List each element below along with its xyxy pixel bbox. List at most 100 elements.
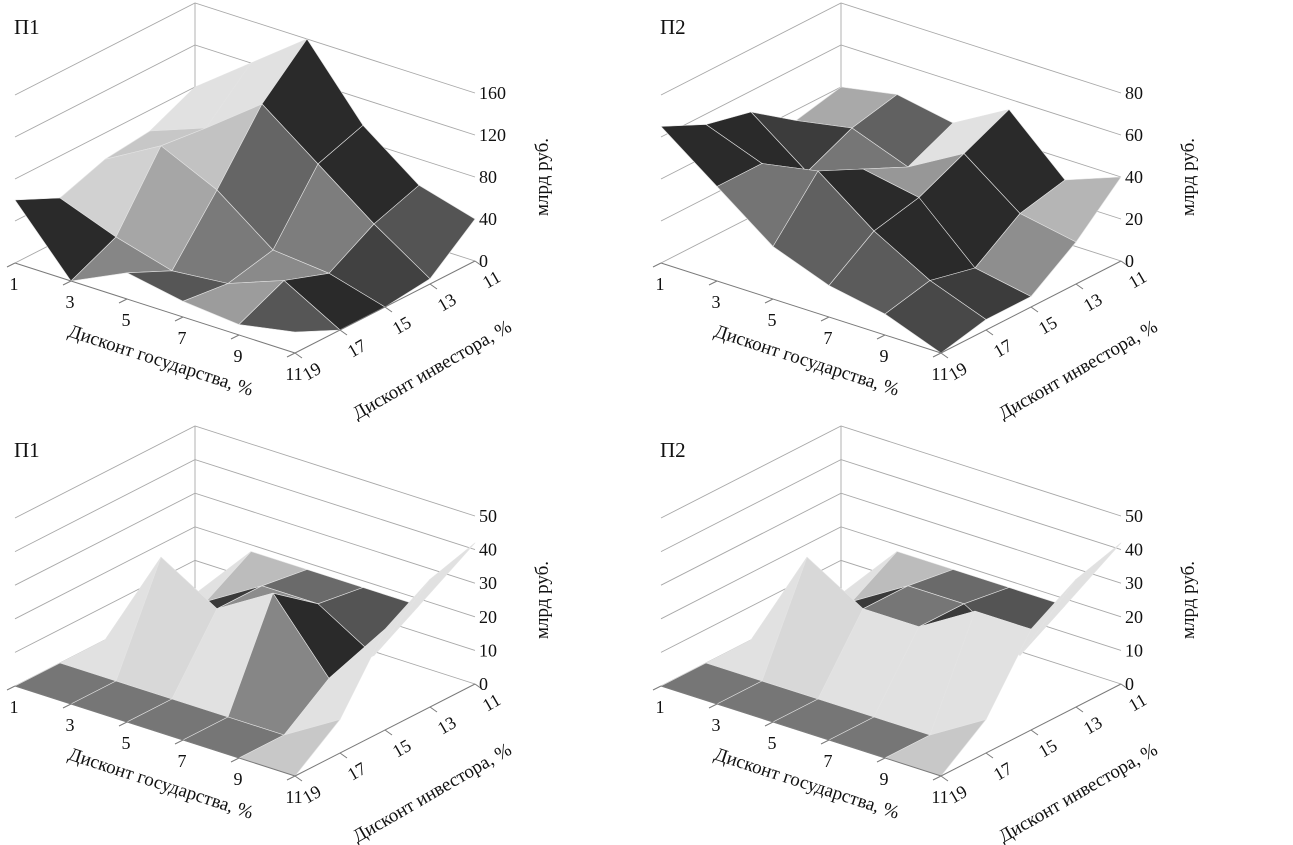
z-tick-label: 80: [1125, 83, 1143, 103]
z-axis-title: млрд руб.: [532, 561, 553, 639]
x-tick: [652, 685, 662, 691]
z-tick-label: 10: [479, 640, 497, 660]
x-tick: [764, 298, 774, 304]
z-tick-label: 0: [1125, 251, 1134, 271]
x-tick-label: 7: [824, 328, 833, 348]
x-tick: [652, 262, 662, 268]
y-tick-label: 17: [344, 335, 370, 361]
x-tick: [62, 703, 72, 709]
surface: [660, 86, 1122, 354]
y-tick: [384, 306, 393, 313]
chart-title: П2: [660, 15, 686, 39]
x-axis-title: Дисконт государства, %: [712, 321, 902, 401]
x-tick: [174, 739, 184, 745]
z-tick-label: 10: [1125, 640, 1143, 660]
y-axis-title: Дисконт инвестора, %: [349, 739, 515, 845]
x-tick-label: 7: [178, 751, 187, 771]
z-tick-label: 40: [479, 540, 497, 560]
y-tick: [384, 729, 393, 736]
y-tick-label: 19: [299, 781, 325, 807]
surface-patch: [238, 280, 341, 333]
x-tick: [62, 280, 72, 286]
z-axis-title: млрд руб.: [1178, 138, 1199, 216]
x-tick-label: 7: [178, 328, 187, 348]
x-tick-label: 5: [768, 310, 777, 330]
z-tick-label: 40: [479, 209, 497, 229]
x-tick-label: 11: [931, 364, 948, 384]
y-axis-title: Дисконт инвестора, %: [995, 739, 1161, 845]
x-tick-label: 9: [234, 346, 243, 366]
surface: [14, 38, 476, 333]
y-axis-title: Дисконт инвестора, %: [995, 316, 1161, 422]
x-tick-label: 11: [931, 787, 948, 807]
x-axis-line: [14, 262, 296, 354]
x-axis-line: [14, 685, 296, 777]
y-tick: [339, 329, 348, 336]
y-tick-label: 13: [434, 712, 460, 738]
x-tick-label: 3: [66, 715, 75, 735]
z-tick-label: 0: [1125, 674, 1134, 694]
y-tick: [985, 752, 994, 759]
gridline: [14, 459, 476, 553]
z-tick-label: 30: [1125, 573, 1143, 593]
x-axis-title: Дисконт государства, %: [712, 744, 902, 824]
y-tick: [940, 775, 949, 782]
y-tick-label: 15: [389, 735, 415, 761]
gridline: [14, 425, 476, 519]
x-tick-label: 3: [712, 715, 721, 735]
x-tick: [708, 703, 718, 709]
y-tick: [1075, 706, 1084, 713]
z-tick-label: 20: [1125, 209, 1143, 229]
x-tick: [286, 775, 296, 781]
surface-chart-p2-bottom: 1 3 5 7 9 11 11 13 15 17 19 0 10 20 30 40 50 Дисконт госу…: [646, 423, 1292, 845]
y-tick-label: 17: [990, 758, 1016, 784]
surface: [660, 542, 1122, 777]
gridline: [660, 459, 1122, 553]
gridline: [660, 2, 1122, 96]
x-tick: [820, 739, 830, 745]
x-tick-label: 1: [10, 697, 19, 717]
x-axis-title: Дисконт государства, %: [66, 744, 256, 824]
z-tick-label: 20: [1125, 607, 1143, 627]
z-tick-label: 160: [479, 83, 506, 103]
y-tick-label: 13: [434, 289, 460, 315]
z-tick-label: 0: [479, 674, 488, 694]
z-axis-title: млрд руб.: [1178, 561, 1199, 639]
x-tick-label: 5: [768, 733, 777, 753]
x-tick-label: 11: [285, 787, 302, 807]
y-tick: [339, 752, 348, 759]
x-tick-label: 11: [285, 364, 302, 384]
y-tick-label: 13: [1080, 289, 1106, 315]
chart-title: П2: [660, 438, 686, 462]
x-tick: [230, 334, 240, 340]
y-tick-label: 15: [1035, 312, 1061, 338]
z-tick-label: 40: [1125, 167, 1143, 187]
surface-chart-p2-top: 1 3 5 7 9 11 11 13 15 17 19 0 20 40 60 80 Дисконт госуда…: [646, 0, 1292, 422]
y-tick-label: 17: [344, 758, 370, 784]
x-tick-label: 3: [712, 292, 721, 312]
x-tick: [876, 757, 886, 763]
surface-chart-p1-top: 1 3 5 7 9 11 11 13 15 17 19 0 40 80 120 160 Дисконт госу…: [0, 0, 646, 422]
z-tick-label: 80: [479, 167, 497, 187]
x-tick-label: 5: [122, 733, 131, 753]
chart-title: П1: [14, 15, 40, 39]
x-axis-line: [660, 262, 942, 354]
z-tick-label: 120: [479, 125, 506, 145]
y-tick: [474, 260, 483, 267]
x-axis-line: [660, 685, 942, 777]
y-tick-label: 17: [990, 335, 1016, 361]
x-tick: [230, 757, 240, 763]
x-tick: [876, 334, 886, 340]
surface-chart-p1-bottom: 1 3 5 7 9 11 11 13 15 17 19 0 10 20 30 40 50 Дисконт госу…: [0, 423, 646, 845]
x-tick: [174, 316, 184, 322]
y-tick-label: 15: [389, 312, 415, 338]
y-tick: [985, 329, 994, 336]
x-tick: [764, 721, 774, 727]
y-tick: [294, 352, 303, 359]
x-tick: [932, 352, 942, 358]
x-tick-label: 3: [66, 292, 75, 312]
x-tick: [286, 352, 296, 358]
x-axis-title: Дисконт государства, %: [66, 321, 256, 401]
